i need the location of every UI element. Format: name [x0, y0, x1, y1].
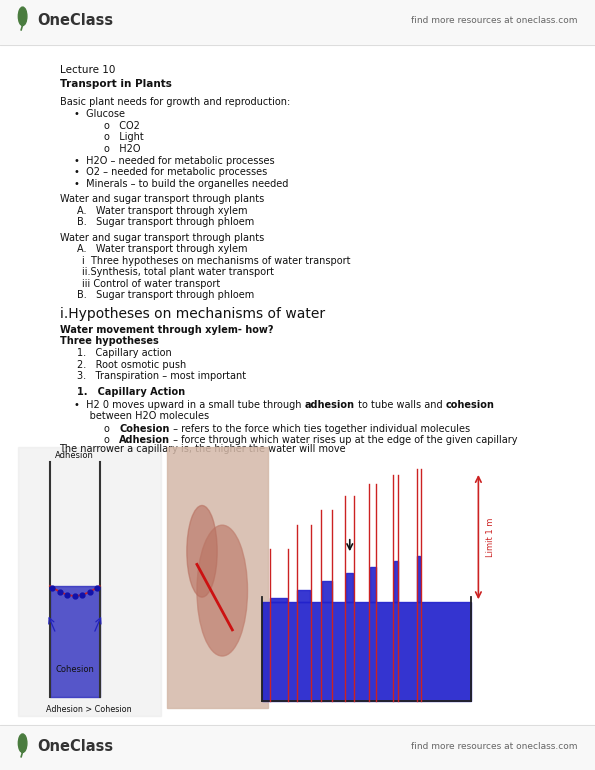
Bar	[417, 556, 421, 602]
Bar	[0, 0, 595, 45]
Text: Water and sugar transport through plants: Water and sugar transport through plants	[60, 194, 264, 204]
Text: The narrower a capillary is, the higher the water will move: The narrower a capillary is, the higher …	[60, 444, 346, 454]
Bar	[346, 573, 353, 602]
Text: B.   Sugar transport through phloem: B. Sugar transport through phloem	[77, 217, 255, 227]
Text: o   CO2: o CO2	[104, 121, 140, 131]
Bar	[394, 561, 398, 602]
Text: ii.Synthesis, total plant water transport: ii.Synthesis, total plant water transpor…	[82, 267, 274, 277]
Text: Lecture 10: Lecture 10	[60, 65, 115, 75]
Text: Limit 1 m: Limit 1 m	[486, 517, 494, 557]
Text: iii Control of water transport: iii Control of water transport	[82, 279, 220, 289]
Text: Water movement through xylem- how?: Water movement through xylem- how?	[60, 325, 273, 335]
Text: A.   Water transport through xylem: A. Water transport through xylem	[77, 244, 248, 254]
Text: – force through which water rises up at the edge of the given capillary: – force through which water rises up at …	[170, 435, 518, 445]
Text: Water and sugar transport through plants: Water and sugar transport through plants	[60, 233, 264, 243]
Text: B.   Sugar transport through phloem: B. Sugar transport through phloem	[77, 290, 255, 300]
Text: Transport in Plants: Transport in Plants	[60, 79, 171, 89]
Text: Cohesion: Cohesion	[120, 424, 170, 434]
Text: OneClass: OneClass	[37, 12, 113, 28]
Ellipse shape	[187, 505, 217, 598]
Text: o   Light: o Light	[104, 132, 144, 142]
Text: between H2O molecules: between H2O molecules	[74, 411, 209, 421]
Ellipse shape	[18, 734, 27, 752]
Text: i  Three hypotheses on mechanisms of water transport: i Three hypotheses on mechanisms of wate…	[82, 256, 350, 266]
Text: •  Minerals – to build the organelles needed: • Minerals – to build the organelles nee…	[74, 179, 289, 189]
Text: i.Hypotheses on mechanisms of water: i.Hypotheses on mechanisms of water	[60, 307, 325, 321]
Bar	[297, 591, 310, 602]
Text: Cohesion: Cohesion	[55, 665, 94, 674]
Text: OneClass: OneClass	[37, 739, 113, 755]
Bar	[18, 447, 161, 716]
Text: 1.   Capillary action: 1. Capillary action	[77, 348, 172, 358]
Bar	[270, 598, 287, 602]
Text: find more resources at oneclass.com: find more resources at oneclass.com	[411, 15, 577, 25]
Text: •  H2O – needed for metabolic processes: • H2O – needed for metabolic processes	[74, 156, 275, 166]
Text: to tube walls and: to tube walls and	[355, 400, 446, 410]
Text: – refers to the force which ties together individual molecules: – refers to the force which ties togethe…	[170, 424, 470, 434]
Ellipse shape	[197, 525, 248, 656]
Text: Adhesion: Adhesion	[120, 435, 170, 445]
Text: Adhesion > Cohesion: Adhesion > Cohesion	[46, 705, 132, 714]
Text: 2.   Root osmotic push: 2. Root osmotic push	[77, 360, 187, 370]
Text: o: o	[104, 424, 120, 434]
Ellipse shape	[18, 7, 27, 25]
Text: •  O2 – needed for metabolic processes: • O2 – needed for metabolic processes	[74, 167, 268, 177]
Bar	[262, 602, 471, 701]
Bar	[370, 567, 375, 602]
Bar	[167, 447, 268, 708]
Text: o: o	[104, 435, 120, 445]
Text: A.   Water transport through xylem: A. Water transport through xylem	[77, 206, 248, 216]
Text: Adhesion: Adhesion	[55, 451, 94, 460]
Text: adhesion: adhesion	[305, 400, 355, 410]
Bar	[50, 586, 100, 697]
Text: Basic plant needs for growth and reproduction:: Basic plant needs for growth and reprodu…	[60, 97, 290, 107]
Text: •  Glucose: • Glucose	[74, 109, 126, 119]
Text: cohesion: cohesion	[446, 400, 494, 410]
Bar	[0, 725, 595, 770]
Text: find more resources at oneclass.com: find more resources at oneclass.com	[411, 742, 577, 752]
Text: Three hypotheses: Three hypotheses	[60, 336, 158, 346]
Text: o   H2O: o H2O	[104, 144, 140, 154]
Text: 3.   Transpiration – most important: 3. Transpiration – most important	[77, 371, 246, 381]
Text: 1.   Capillary Action: 1. Capillary Action	[77, 387, 186, 397]
Bar	[322, 581, 331, 602]
Text: •  H2 0 moves upward in a small tube through: • H2 0 moves upward in a small tube thro…	[74, 400, 305, 410]
